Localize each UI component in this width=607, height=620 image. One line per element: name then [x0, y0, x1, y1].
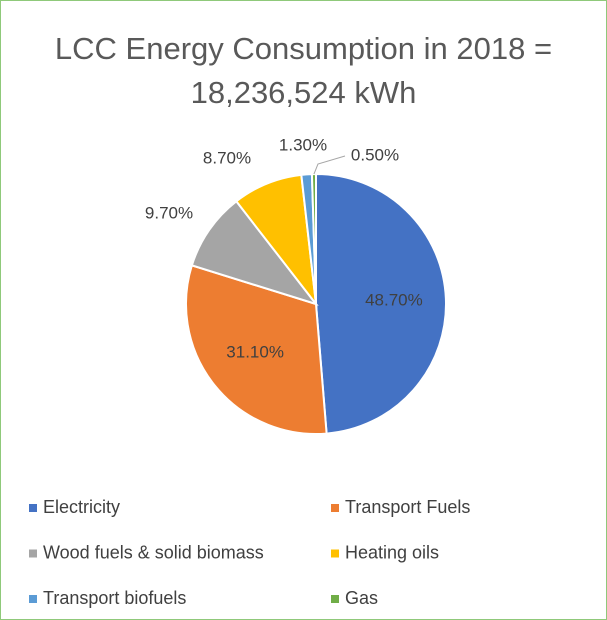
legend-swatch: [331, 504, 339, 512]
legend-swatch: [29, 595, 37, 603]
legend-swatch: [331, 595, 339, 603]
data-label: 48.70%: [365, 290, 423, 309]
legend-swatch: [29, 504, 37, 512]
legend-label: Gas: [345, 588, 378, 608]
data-label: 0.50%: [351, 145, 399, 164]
data-label: 9.70%: [145, 203, 193, 222]
legend-label: Heating oils: [345, 542, 439, 562]
pie-slice: [190, 199, 319, 306]
legend-swatch: [331, 549, 339, 558]
legend-label: Transport Fuels: [345, 497, 470, 517]
legend-swatch: [29, 549, 37, 558]
legend-label: Transport biofuels: [43, 588, 186, 608]
leader-line: [313, 155, 346, 175]
pie-slice: [185, 264, 328, 435]
legend-label: Electricity: [43, 497, 120, 517]
pie-slice: [315, 172, 447, 435]
data-label: 1.30%: [279, 135, 327, 154]
legend-label: Wood fuels & solid biomass: [43, 542, 264, 562]
chart-title: LCC Energy Consumption in 2018 = 18,236,…: [54, 31, 553, 110]
data-label: 31.10%: [226, 342, 284, 361]
data-label: 8.70%: [203, 148, 251, 167]
